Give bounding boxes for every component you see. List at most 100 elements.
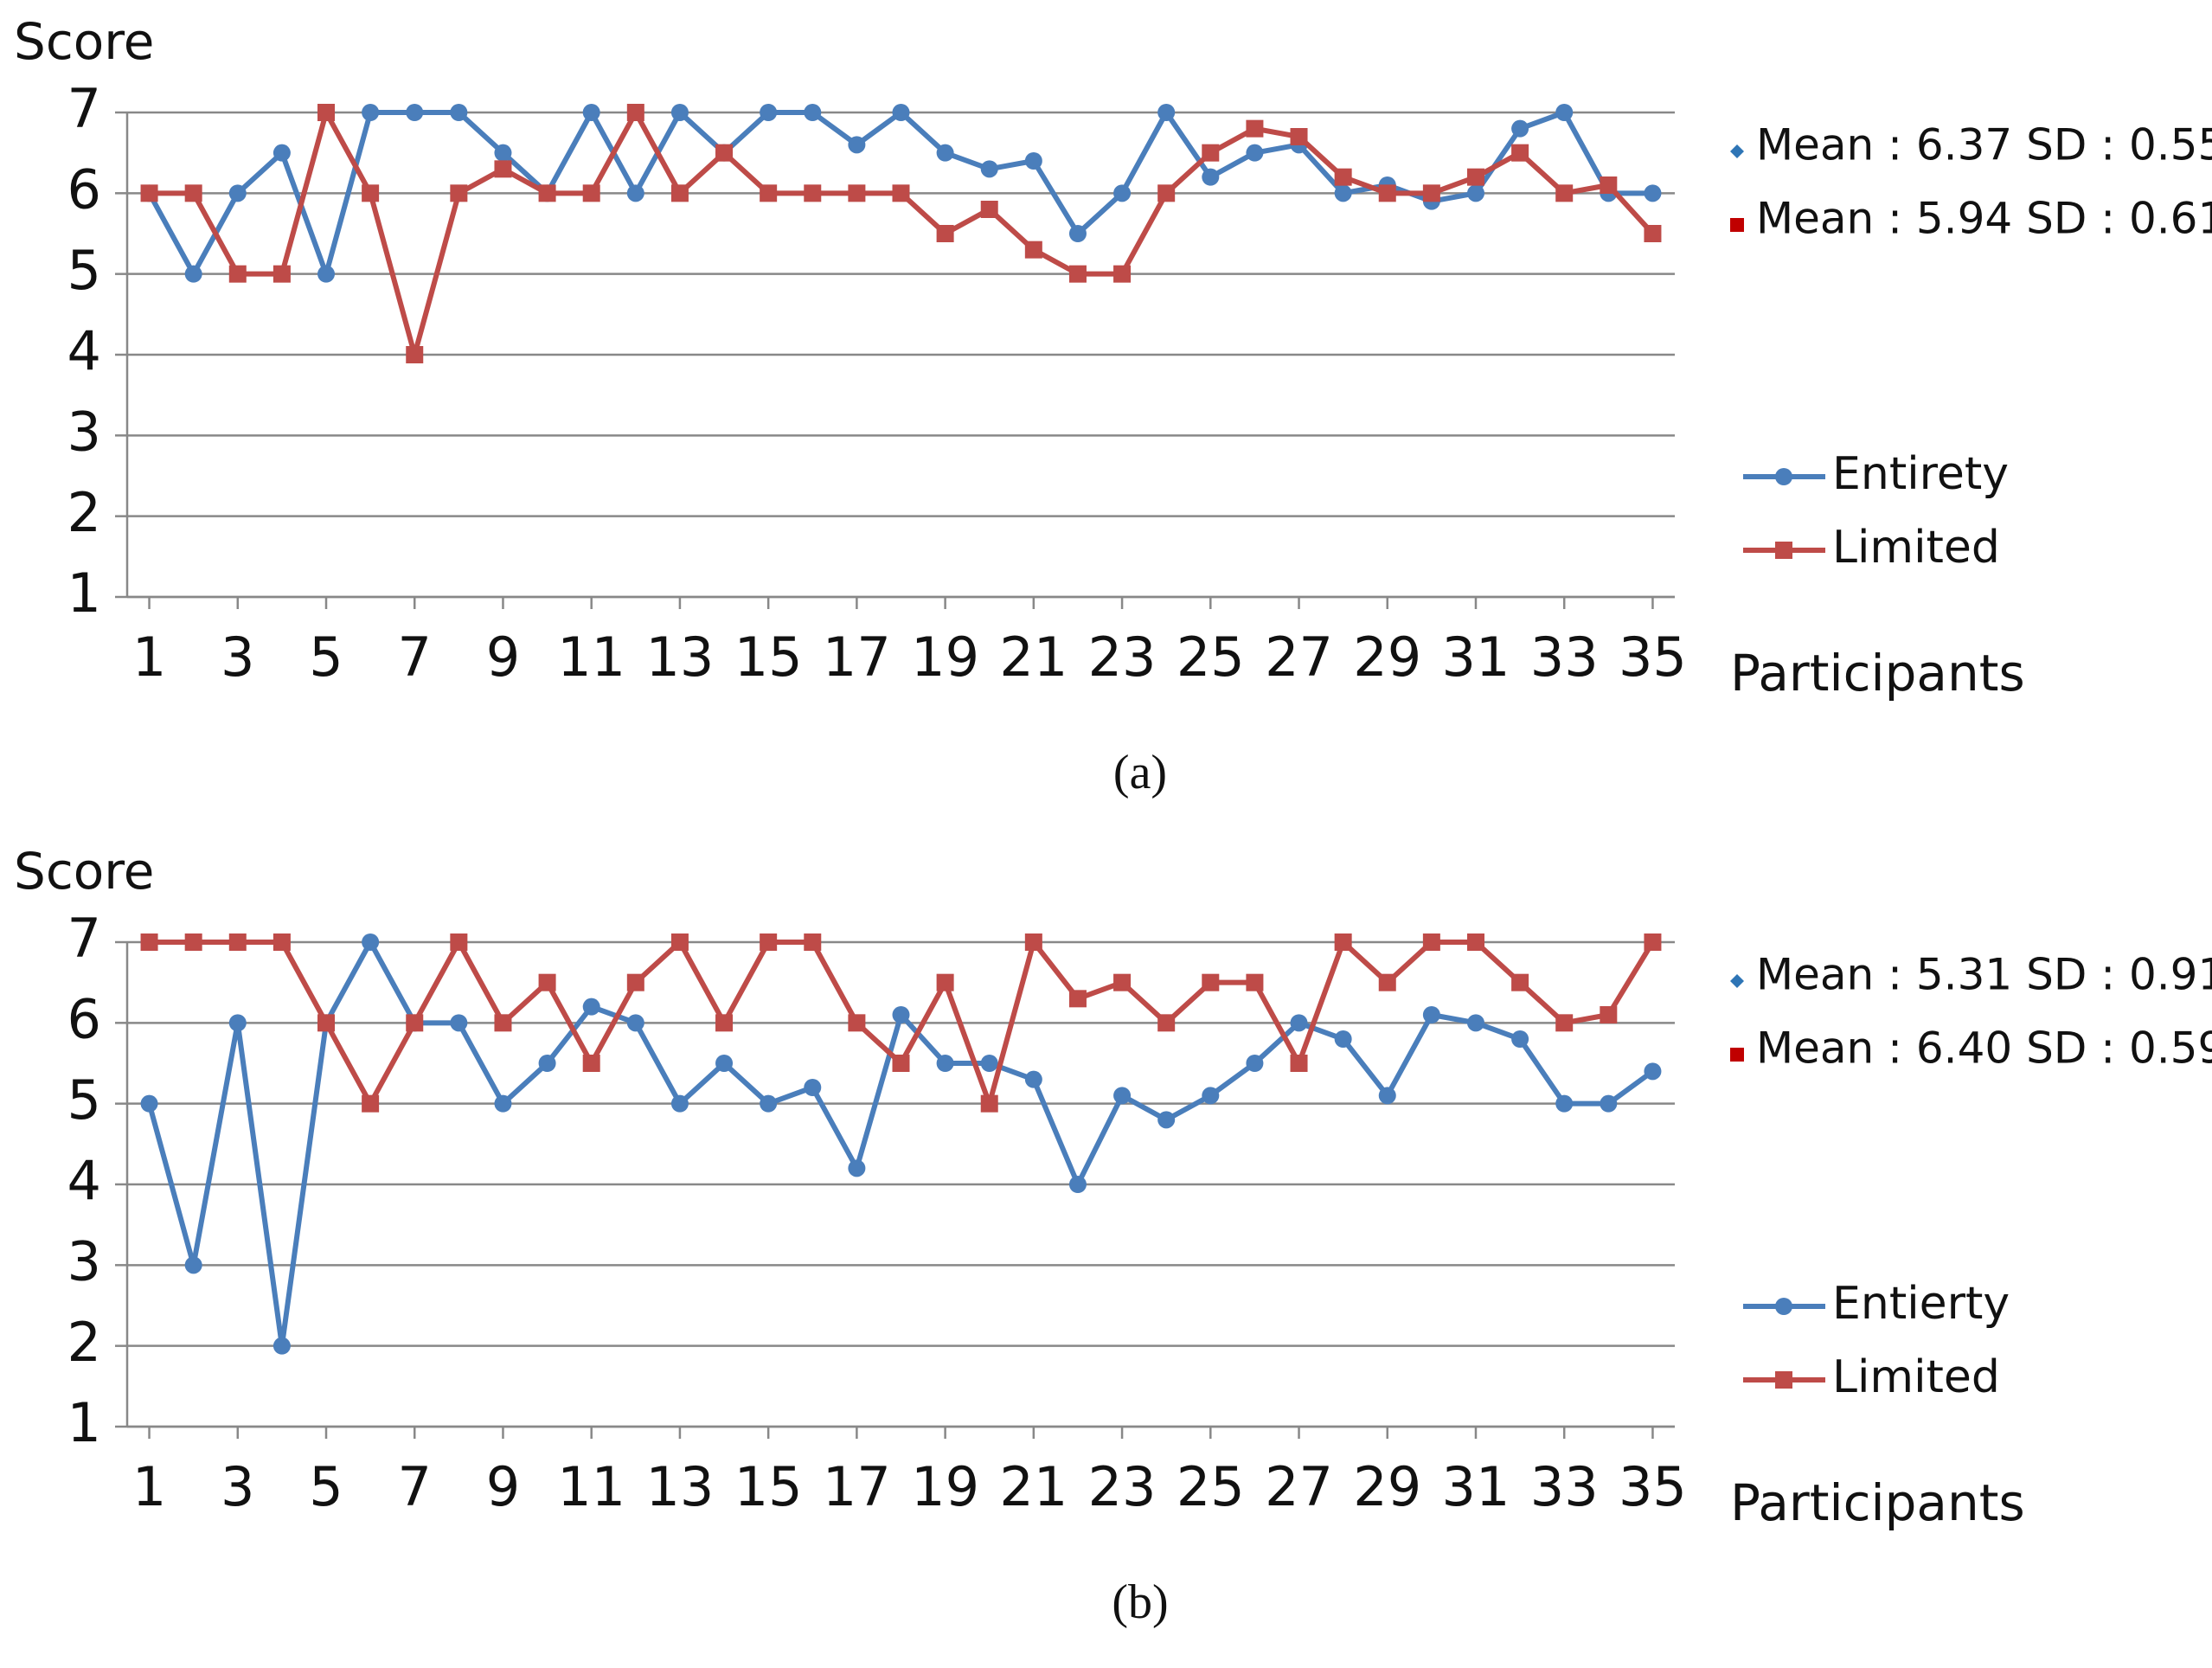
data-point (892, 184, 910, 202)
x-tick-label: 1 (132, 626, 166, 689)
data-point (494, 160, 512, 178)
data-point (670, 1094, 689, 1113)
caption: (b) (1112, 1575, 1168, 1629)
y-tick-label: 7 (67, 907, 101, 970)
data-point (450, 933, 468, 951)
data-point (1334, 1030, 1352, 1048)
data-point (1555, 1094, 1574, 1113)
data-point (494, 1094, 512, 1113)
data-point (1113, 184, 1132, 202)
data-point (1334, 184, 1352, 202)
data-point (1246, 144, 1264, 162)
data-point (715, 1014, 734, 1032)
data-point (1202, 1087, 1220, 1105)
x-tick-label: 5 (309, 1455, 343, 1518)
data-point (1290, 1014, 1308, 1032)
data-point (582, 104, 600, 121)
data-point (1334, 168, 1352, 186)
data-point (140, 184, 158, 202)
data-point (1378, 1087, 1396, 1105)
data-point (1644, 1062, 1662, 1081)
data-point (1068, 265, 1087, 283)
data-point (1290, 1055, 1308, 1072)
data-point (228, 933, 247, 951)
data-point (892, 1055, 910, 1072)
data-point (1511, 144, 1529, 162)
data-point (760, 184, 778, 202)
data-point (1202, 973, 1220, 991)
y-tick-label: 3 (67, 1229, 101, 1293)
data-point (1024, 241, 1042, 259)
legend-label: Entierty (1832, 1278, 2010, 1330)
data-point (1422, 184, 1440, 202)
y-tick-label: 5 (67, 1068, 101, 1132)
x-tick-label: 3 (221, 1455, 254, 1518)
x-tick-label: 21 (999, 626, 1068, 689)
data-point (1113, 1087, 1132, 1105)
x-tick-label: 19 (911, 1455, 979, 1518)
data-point (1600, 1006, 1618, 1023)
stat-text: Mean : 6.40 SD : 0.59 (1756, 1023, 2212, 1074)
data-point (892, 104, 910, 121)
data-point (406, 346, 424, 363)
x-tick-label: 17 (823, 626, 891, 689)
data-point (450, 184, 468, 202)
legend-marker (1775, 468, 1792, 485)
stat-marker (1730, 974, 1744, 988)
data-point (760, 933, 778, 951)
data-point (1157, 1111, 1176, 1129)
data-point (1157, 1014, 1176, 1032)
x-tick-label: 23 (1088, 1455, 1157, 1518)
data-point (362, 1094, 380, 1113)
x-tick-label: 9 (486, 1455, 520, 1518)
x-tick-label: 27 (1265, 626, 1333, 689)
data-point (1246, 119, 1264, 138)
x-tick-label: 1 (132, 1455, 166, 1518)
data-point (228, 184, 247, 202)
data-point (228, 265, 247, 283)
data-point (626, 1014, 644, 1032)
y-tick-label: 4 (67, 1149, 101, 1212)
legend-label: Limited (1832, 1351, 2000, 1403)
stat-marker (1730, 218, 1744, 232)
y-tick-label: 6 (67, 157, 101, 221)
data-point (582, 998, 600, 1016)
stat-marker (1730, 144, 1744, 158)
x-tick-label: 27 (1265, 1455, 1333, 1518)
data-point (1511, 119, 1529, 138)
data-point (317, 104, 336, 121)
legend-label: Entirety (1832, 448, 2009, 500)
x-axis-label: Participants (1730, 644, 2025, 702)
data-point (804, 104, 822, 121)
data-point (494, 144, 512, 162)
data-point (1157, 184, 1176, 202)
data-point (936, 225, 954, 242)
x-tick-label: 21 (999, 1455, 1068, 1518)
x-tick-label: 29 (1353, 1455, 1421, 1518)
data-point (1422, 1006, 1440, 1023)
data-point (406, 1014, 424, 1032)
x-tick-label: 29 (1353, 626, 1421, 689)
data-point (670, 184, 689, 202)
data-point (760, 104, 778, 121)
y-tick-label: 2 (67, 481, 101, 544)
data-point (936, 973, 954, 991)
data-point (450, 1014, 468, 1032)
data-point (362, 933, 380, 951)
data-point (1068, 1176, 1087, 1193)
data-point (1511, 973, 1529, 991)
x-tick-label: 17 (823, 1455, 891, 1518)
data-point (715, 144, 734, 162)
stat-marker (1730, 1048, 1744, 1062)
x-tick-label: 31 (1442, 626, 1510, 689)
data-point (892, 1006, 910, 1023)
x-tick-label: 25 (1177, 1455, 1245, 1518)
x-tick-label: 15 (734, 1455, 803, 1518)
data-point (980, 160, 998, 178)
data-point (670, 104, 689, 121)
data-point (1378, 184, 1396, 202)
x-tick-label: 19 (911, 626, 979, 689)
data-point (848, 136, 866, 154)
